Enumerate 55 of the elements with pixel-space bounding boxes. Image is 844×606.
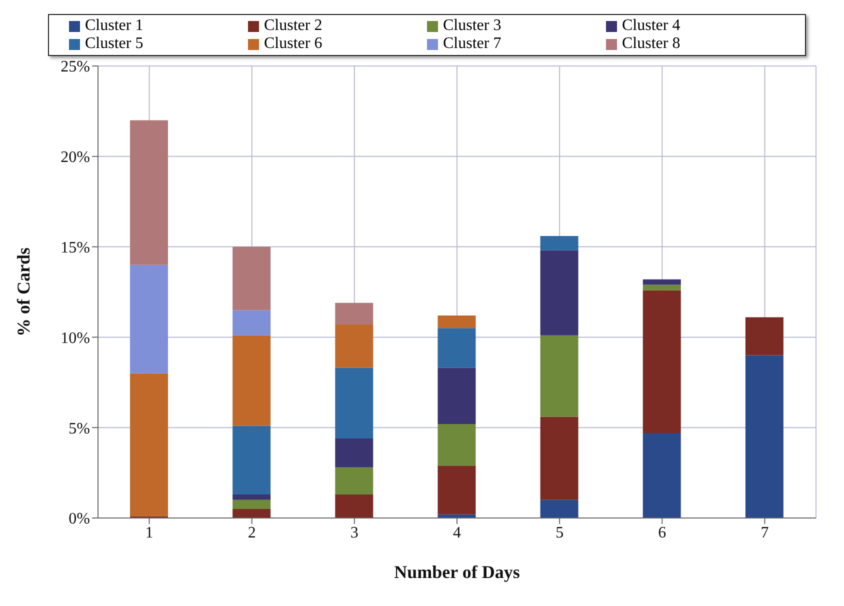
bar [438,368,476,424]
bar [438,466,476,514]
legend-label: Cluster 4 [622,17,680,35]
bar [335,438,374,468]
bar [335,368,374,438]
bar [232,426,271,494]
bar [438,316,476,328]
bar [130,373,168,516]
x-tick-label: 4 [453,524,461,542]
x-tick-label: 6 [658,524,666,542]
bar [130,120,168,265]
x-axis-title: Number of Days [394,562,520,582]
bar [540,250,578,336]
legend-label: Cluster 7 [443,35,502,53]
y-tick-label: 25% [60,58,90,76]
bar [232,310,271,336]
bar [438,424,476,466]
legend-label: Cluster 5 [85,35,144,53]
y-tick-label: 20% [60,149,90,166]
legend-label: Cluster 3 [443,17,502,35]
bar [232,494,271,500]
y-tick-label: 5% [68,420,90,438]
bar [438,328,476,368]
legend-label: Cluster 1 [85,17,144,35]
y-tick-label: 10% [60,330,90,347]
bar [642,433,681,518]
y-tick-label: 0% [68,510,90,528]
bar [540,416,578,500]
legend-label: Cluster 8 [622,35,680,53]
bar [335,324,374,368]
x-tick-label: 1 [145,524,154,542]
x-tick-label: 2 [248,524,256,542]
legend-label: Cluster 2 [264,17,322,35]
bar [642,290,681,434]
bar [540,500,578,518]
bar [232,246,271,310]
bar [642,284,681,290]
bar [540,335,578,417]
x-tick-label: 7 [760,524,769,542]
bar [745,317,784,356]
x-tick-label: 3 [350,524,358,542]
y-tick-label: 15% [60,239,90,256]
bar [232,335,271,426]
bar [232,500,271,509]
bar [642,279,681,285]
bar [232,508,271,518]
bar [335,302,374,325]
bar [130,264,168,374]
bar [335,494,374,518]
y-axis-title: % of Cards [13,248,34,336]
bar [335,467,374,494]
bar [540,236,578,250]
bar [745,355,784,518]
x-tick-label: 5 [556,524,564,542]
legend-label: Cluster 6 [264,35,322,53]
